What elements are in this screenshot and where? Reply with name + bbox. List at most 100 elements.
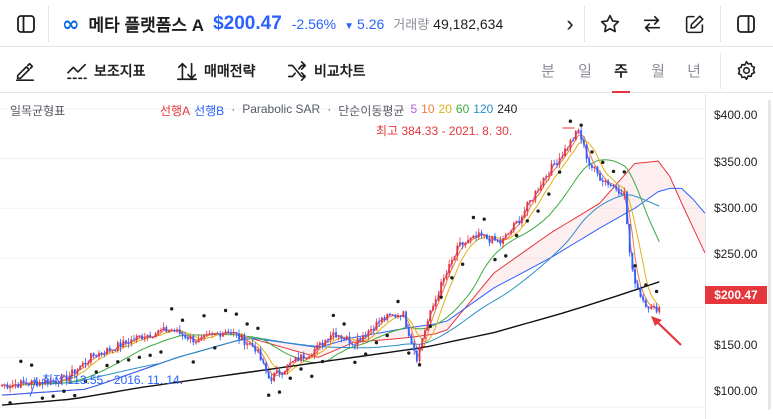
period-day-tab[interactable]: 일 <box>578 63 592 80</box>
legend-ma60: 60 <box>455 102 470 116</box>
candle-body <box>294 357 297 361</box>
span-a-line <box>1 160 705 396</box>
candle-body <box>308 356 311 359</box>
candle-body <box>389 313 391 315</box>
candle-body <box>485 234 488 239</box>
span-b-line <box>1 187 705 396</box>
drawing-tools-button[interactable] <box>14 48 36 93</box>
sar-dot <box>568 119 573 123</box>
period-month-tab[interactable]: 월 <box>651 63 665 80</box>
period-minute-tab[interactable]: 분 <box>541 63 555 80</box>
candle-body <box>60 375 63 384</box>
more-info-button[interactable]: › <box>558 8 582 40</box>
candle-body <box>63 375 65 377</box>
candle-body <box>453 256 456 261</box>
candle-body <box>248 343 251 345</box>
candle-body <box>421 338 424 347</box>
candle-body <box>526 201 529 212</box>
legend-parabolic-sar: Parabolic SAR <box>242 102 321 116</box>
candle-body <box>36 381 38 387</box>
candle-body <box>17 384 20 388</box>
sar-dot <box>428 324 433 329</box>
price-axis-border <box>705 94 706 419</box>
candle-body <box>432 306 434 311</box>
candle-body <box>3 384 6 386</box>
price-chart[interactable]: 일목균형표 선행A 선행B · Parabolic SAR · 단순이동평균 5… <box>0 94 773 419</box>
indicators-label: 보조지표 <box>94 62 146 79</box>
candle-body <box>545 176 548 179</box>
candle-body <box>262 360 265 363</box>
candle-body <box>434 299 437 307</box>
candle-body <box>620 193 623 195</box>
candle-body <box>292 360 294 363</box>
candle-body <box>502 238 504 244</box>
sar-dot <box>417 363 422 367</box>
swap-button[interactable] <box>636 8 668 40</box>
candle-body <box>224 331 227 333</box>
candle-body <box>65 375 68 382</box>
legend-dot: · <box>231 102 236 116</box>
chart-settings-button[interactable] <box>730 54 762 86</box>
candle-body <box>413 343 416 351</box>
panel-toggle-button[interactable] <box>730 8 762 40</box>
candle-body <box>375 321 378 331</box>
candle-body <box>569 140 572 149</box>
candle-body <box>318 342 321 346</box>
period-year-tab[interactable]: 년 <box>687 63 701 80</box>
last-price-tag: $200.47 <box>705 286 767 304</box>
candle-body <box>340 336 343 339</box>
candle-body <box>343 338 346 340</box>
candle-body <box>122 340 125 348</box>
candle-body <box>71 369 73 377</box>
candle-body <box>154 333 157 338</box>
candle-body <box>221 332 224 337</box>
candle-body <box>491 235 494 244</box>
sar-dot <box>579 123 583 127</box>
candle-body <box>81 362 84 367</box>
indicators-button[interactable]: 보조지표 <box>66 48 146 93</box>
candle-body <box>203 335 205 338</box>
legend-span-b: 선행B <box>194 104 225 118</box>
legend-ma10: 10 <box>421 102 435 116</box>
candle-body <box>270 378 273 382</box>
sar-dot <box>353 360 357 365</box>
ichimoku-title: 일목균형표 <box>10 104 66 118</box>
edit-button[interactable] <box>678 8 710 40</box>
candle-body <box>410 335 413 344</box>
favorite-button[interactable] <box>594 8 626 40</box>
sar-dot <box>62 389 66 393</box>
high-annotation: 최고 384.33 - 2021. 8. 30. <box>376 124 513 138</box>
candle-body <box>157 330 160 334</box>
compare-chart-button[interactable]: 비교차트 <box>286 48 366 93</box>
shuffle-icon <box>287 60 307 81</box>
candle-body <box>599 173 601 181</box>
period-week-tab[interactable]: 주 <box>609 48 633 93</box>
trading-strategy-button[interactable]: 매매전략 <box>176 48 256 93</box>
chart-scrollbar[interactable] <box>768 100 771 410</box>
candle-body <box>114 349 117 351</box>
chart-plot-area[interactable] <box>0 94 705 419</box>
sar-dot <box>83 379 88 384</box>
candle-body <box>626 191 628 224</box>
candle-body <box>617 189 620 194</box>
candle-body <box>496 240 499 242</box>
sar-dot <box>277 390 282 394</box>
candle-body <box>305 358 308 360</box>
candle-body <box>329 335 332 341</box>
candle-body <box>370 328 372 331</box>
header-divider <box>584 6 585 42</box>
sidebar-toggle-button[interactable] <box>10 8 42 40</box>
candle-body <box>216 333 219 335</box>
sar-dot <box>654 289 659 294</box>
candle-body <box>564 148 566 157</box>
candle-body <box>327 339 329 341</box>
candle-body <box>76 369 79 374</box>
candle-body <box>184 335 187 338</box>
candle-body <box>623 191 626 195</box>
company-name: 메타 플랫폼스 A <box>88 16 205 35</box>
sar-dot <box>40 396 45 400</box>
sar-dot <box>299 367 303 371</box>
candle-body <box>574 130 577 141</box>
candle-body <box>391 314 394 316</box>
sar-dot <box>170 307 174 311</box>
